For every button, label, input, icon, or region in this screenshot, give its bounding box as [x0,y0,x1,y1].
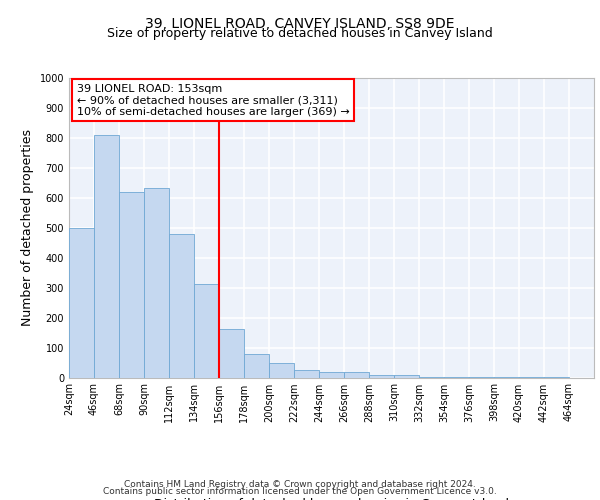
Bar [269,364,294,378]
Bar [144,188,169,378]
Bar [69,228,94,378]
Bar [194,284,219,378]
Bar [244,354,269,378]
Bar [419,377,444,378]
Bar [394,375,419,378]
X-axis label: Distribution of detached houses by size in Canvey Island: Distribution of detached houses by size … [154,498,509,500]
Bar [94,134,119,378]
Text: 39, LIONEL ROAD, CANVEY ISLAND, SS8 9DE: 39, LIONEL ROAD, CANVEY ISLAND, SS8 9DE [145,18,455,32]
Bar [294,370,319,378]
Y-axis label: Number of detached properties: Number of detached properties [21,129,34,326]
Text: Contains HM Land Registry data © Crown copyright and database right 2024.: Contains HM Land Registry data © Crown c… [124,480,476,489]
Bar [344,372,369,378]
Bar [369,374,394,378]
Bar [119,192,144,378]
Bar [219,329,244,378]
Bar [319,372,344,378]
Text: 39 LIONEL ROAD: 153sqm
← 90% of detached houses are smaller (3,311)
10% of semi-: 39 LIONEL ROAD: 153sqm ← 90% of detached… [77,84,350,116]
Text: Size of property relative to detached houses in Canvey Island: Size of property relative to detached ho… [107,28,493,40]
Text: Contains public sector information licensed under the Open Government Licence v3: Contains public sector information licen… [103,487,497,496]
Bar [169,234,194,378]
